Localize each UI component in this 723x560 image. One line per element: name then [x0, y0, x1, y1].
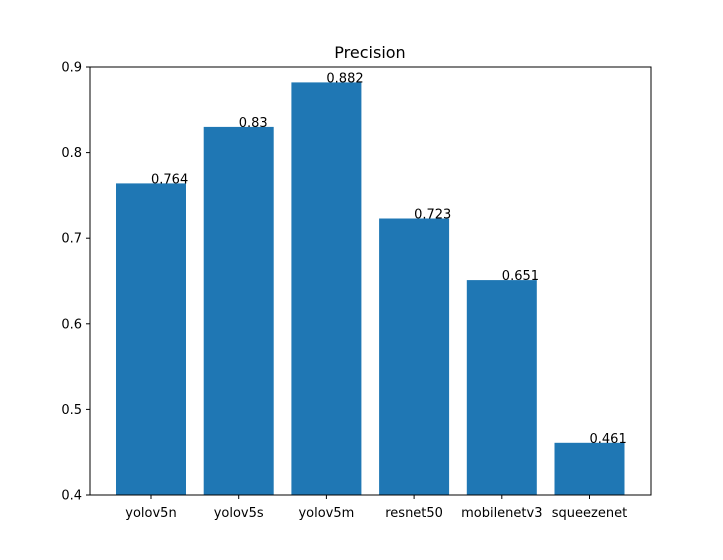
x-tick-label-yolov5s: yolov5s	[214, 506, 264, 521]
bar-yolov5s	[203, 126, 274, 496]
y-tick-label-0.9: 0.9	[61, 61, 82, 76]
data-label-squeezenet: 0.461	[590, 432, 627, 447]
data-label-resnet50: 0.723	[414, 208, 451, 223]
x-tick-label-yolov5n: yolov5n	[125, 506, 176, 521]
x-tick-label-mobilenetv3: mobilenetv3	[461, 506, 542, 521]
plot-frame	[89, 66, 652, 496]
bars-layer	[116, 82, 625, 496]
x-tick-label-resnet50: resnet50	[385, 506, 443, 521]
x-tick-label-squeezenet: squeezenet	[552, 506, 627, 521]
chart-title: Precision	[334, 43, 405, 62]
y-tick-label-0.8: 0.8	[61, 146, 82, 161]
bar-mobilenetv3	[466, 280, 537, 495]
bar-yolov5n	[116, 183, 186, 495]
data-label-mobilenetv3: 0.651	[502, 269, 539, 284]
data-labels-layer: 0.764 0.83 0.882 0.723 0.651 0.461	[151, 71, 627, 446]
bar-squeezenet	[554, 442, 625, 495]
y-tick-label-0.5: 0.5	[61, 403, 82, 418]
axes-layer: yolov5n yolov5s yolov5m resnet50 mobilenetv3…	[61, 61, 627, 522]
y-tick-label-0.6: 0.6	[61, 317, 82, 332]
data-label-yolov5m: 0.882	[326, 71, 363, 86]
data-label-yolov5n: 0.764	[151, 172, 188, 187]
x-tick-label-yolov5m: yolov5m	[298, 506, 354, 521]
bar-resnet50	[379, 218, 450, 495]
bar-yolov5m	[291, 82, 362, 496]
data-label-yolov5s: 0.83	[239, 116, 268, 131]
y-tick-label-0.7: 0.7	[61, 232, 82, 247]
y-tick-label-0.4: 0.4	[61, 489, 82, 504]
